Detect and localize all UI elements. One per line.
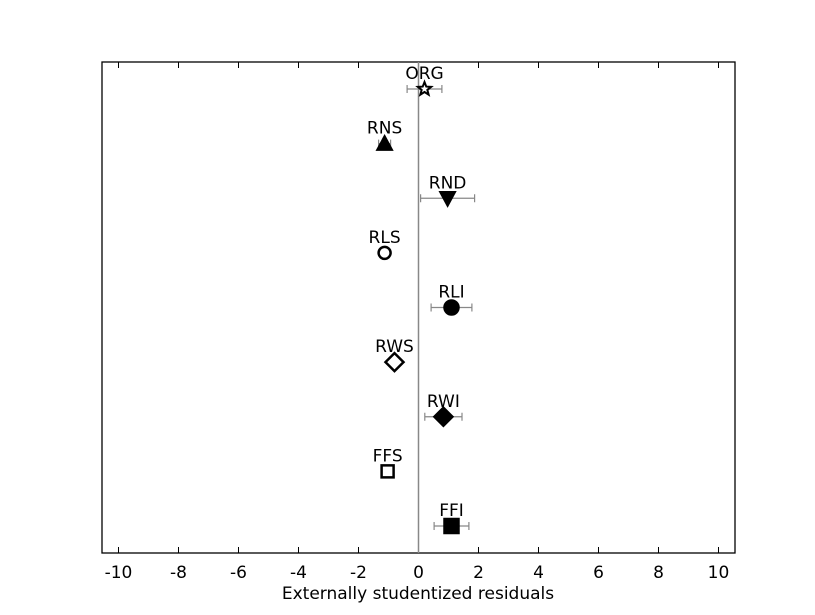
x-axis-label: Externally studentized residuals (282, 584, 554, 604)
point-label: RND (429, 173, 467, 193)
x-tick-label: 2 (473, 563, 484, 583)
x-tick-label: -4 (290, 563, 307, 583)
marker (443, 517, 460, 535)
x-tick-label: -10 (105, 563, 133, 583)
marker (432, 405, 455, 428)
point-label: RLS (369, 228, 401, 248)
x-tick-label: -6 (230, 563, 247, 583)
x-tick-label: 6 (593, 563, 604, 583)
point-label: FFI (439, 501, 464, 521)
marker (380, 464, 395, 479)
x-tick-label: 10 (708, 563, 730, 583)
marker (443, 299, 460, 316)
marker (375, 133, 394, 151)
x-tick-label: -2 (350, 563, 367, 583)
point-label: FFS (373, 446, 403, 466)
marker (383, 351, 406, 373)
marker (377, 245, 392, 261)
point-label: RWI (427, 392, 460, 412)
point-label: RLI (438, 283, 464, 303)
x-tick-label: 0 (413, 563, 424, 583)
marker (438, 191, 457, 208)
point-label: RNS (367, 119, 402, 139)
point-label: RWS (375, 337, 414, 357)
marker (415, 79, 434, 97)
x-tick-label: 4 (533, 563, 544, 583)
x-tick-label: -8 (170, 563, 187, 583)
point-label: ORG (405, 64, 443, 84)
x-tick-label: 8 (653, 563, 664, 583)
